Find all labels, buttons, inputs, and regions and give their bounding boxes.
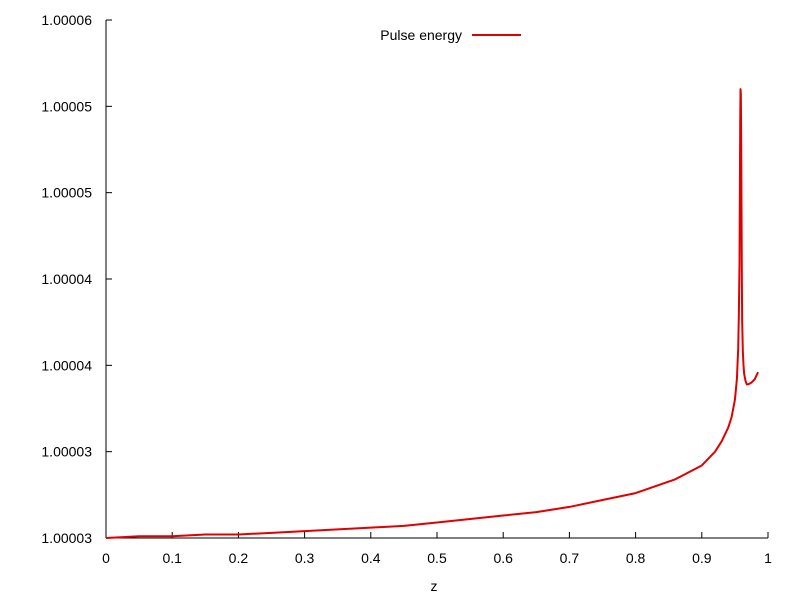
axes	[105, 20, 768, 539]
y-axis-ticks: 1.00003 1.00003 1.00004 1.00004 1.00005 1.000…	[41, 12, 112, 546]
x-axis-ticks: 0 0.1 0.2 0.3 0.4 0.5 0.6 0.7 0.8 0.9 1	[102, 532, 772, 566]
x-tick-label: 0.7	[560, 550, 580, 566]
y-tick-label: 1.00003	[41, 530, 92, 546]
x-tick-label: 1	[764, 550, 772, 566]
y-tick-label: 1.00005	[41, 185, 92, 201]
x-tick-label: 0.4	[361, 550, 381, 566]
x-tick-label: 0.8	[626, 550, 646, 566]
y-tick-label: 1.00004	[41, 271, 92, 287]
x-tick-label: 0.6	[493, 550, 513, 566]
y-tick-label: 1.00006	[41, 12, 92, 28]
legend: Pulse energy	[380, 27, 521, 43]
x-tick-label: 0.2	[229, 550, 249, 566]
y-tick-label: 1.00005	[41, 98, 92, 114]
series-line-pulse-energy	[105, 88, 759, 539]
y-tick-label: 1.00003	[41, 444, 92, 460]
x-tick-label: 0.9	[692, 550, 712, 566]
x-tick-label: 0.1	[162, 550, 182, 566]
x-tick-label: 0.3	[295, 550, 315, 566]
x-tick-label: 0.5	[427, 550, 447, 566]
legend-label: Pulse energy	[380, 27, 462, 43]
plot-area	[105, 88, 759, 539]
y-tick-label: 1.00004	[41, 357, 92, 373]
x-axis-label: z	[431, 578, 438, 594]
x-tick-label: 0	[102, 550, 110, 566]
